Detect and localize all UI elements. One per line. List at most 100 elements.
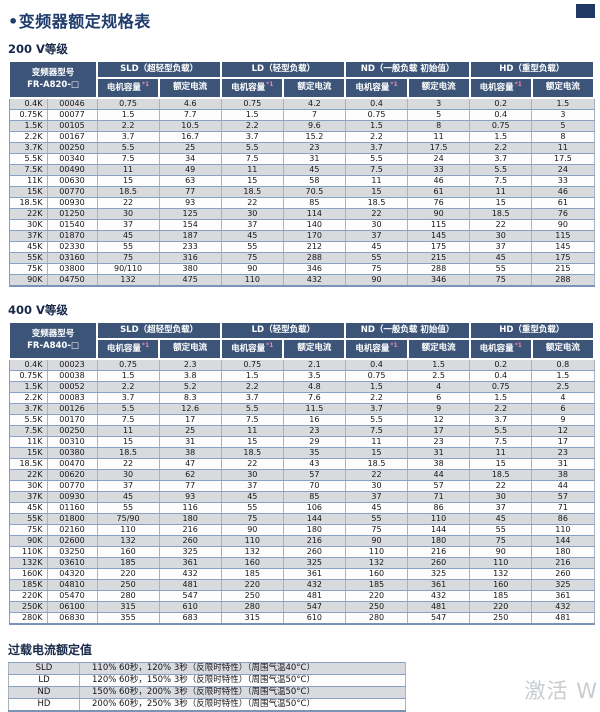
table-cell: 233 — [158, 241, 222, 253]
table-cell: 45 — [96, 491, 160, 503]
table-cell: 110 — [96, 524, 160, 536]
table-cell: 22K — [8, 208, 48, 220]
table-cell: 15 — [220, 175, 284, 187]
table-cell: 00470 — [46, 458, 98, 470]
table-cell: 22 — [344, 469, 409, 481]
table-cell: 46 — [407, 175, 471, 187]
table-cell: 288 — [282, 252, 346, 264]
table-cell: 30 — [344, 219, 409, 231]
table-cell: 45 — [220, 230, 284, 242]
table-cell: 3 — [531, 109, 595, 121]
table-cell: 03610 — [46, 557, 98, 569]
table-cell: 71 — [407, 491, 471, 503]
table-cell: 132 — [96, 535, 160, 547]
table-row: SLD 110% 60秒，120% 3秒（反限时特性）（周围气温40°C） — [8, 662, 406, 675]
table-row: 160K 04320 220 432 185 361 160 325 132 260 — [8, 568, 595, 580]
table-row: 280K 06830 355 683 315 610 280 547 250 481 — [8, 612, 595, 625]
table-cell: 380 — [158, 263, 222, 275]
table-cell: 200% 60秒，250% 3秒（反限时特性）（周围气温50°C） — [79, 698, 406, 712]
col-header-capacity: 电机容量*1 — [220, 338, 285, 360]
table-row: 15K 00380 18.5 38 18.5 35 15 31 11 23 — [8, 447, 595, 459]
table-cell: 280K — [8, 612, 48, 625]
table-cell: 8 — [531, 131, 595, 143]
table-cell: 3.7 — [344, 142, 409, 154]
table-cell: 3.5 — [282, 370, 346, 382]
table-cell: 3.7 — [220, 392, 284, 404]
table-cell: 45 — [344, 502, 409, 514]
table-cell: 5.5K — [8, 414, 48, 426]
table-cell: 45 — [96, 230, 160, 242]
table-cell: 76 — [407, 197, 471, 209]
group-header-nd: ND（一般负载 初始值） — [344, 60, 471, 79]
table-cell: 120% 60秒，150% 3秒（反限时特性）（周围气温50°C） — [79, 674, 406, 687]
table-cell: 3.7 — [469, 153, 533, 165]
table-cell: 18.5 — [96, 447, 160, 459]
table-cell: 5.5 — [220, 142, 284, 154]
table-cell: 8.3 — [158, 392, 222, 404]
table-cell: 1.5 — [220, 370, 284, 382]
table-cell: 45 — [469, 252, 533, 264]
table-cell: 90 — [220, 524, 284, 536]
table-cell: 44 — [531, 480, 595, 492]
table-cell: 1.5 — [220, 109, 284, 121]
table-cell: 86 — [407, 502, 471, 514]
table-cell: 90/110 — [96, 263, 160, 275]
table-cell: 00620 — [46, 469, 98, 481]
table-cell: 0.75 — [220, 97, 284, 110]
table-cell: 216 — [531, 557, 595, 569]
table-cell: 325 — [158, 546, 222, 558]
footnote-marker: *1 — [141, 81, 150, 89]
table-cell: 132 — [96, 274, 160, 287]
table-cell: 00930 — [46, 197, 98, 209]
table-cell: 44 — [407, 469, 471, 481]
table-cell: 4.2 — [282, 97, 346, 110]
table-cell: 75K — [8, 524, 48, 536]
model-header: 变频器型号 FR-A820-□ — [7, 60, 99, 99]
table-cell: 0.75 — [96, 358, 160, 371]
table-cell: 55 — [344, 513, 409, 525]
col-header-current: 额定电流 — [158, 338, 223, 360]
table-cell: 315 — [96, 601, 160, 613]
table-row: 7.5K 00490 11 49 11 45 7.5 33 5.5 24 — [8, 164, 595, 176]
table-cell: 17 — [407, 425, 471, 437]
table-row: 55K 03160 75 316 75 288 55 215 45 175 — [8, 252, 595, 264]
table-cell: 116 — [158, 502, 222, 514]
table-cell: 1.5K — [8, 120, 48, 132]
table-cell: 175 — [531, 252, 595, 264]
table-cell: 110K — [8, 546, 48, 558]
table-cell: 361 — [531, 590, 595, 602]
table-cell: 22 — [469, 219, 533, 231]
table-cell: 55K — [8, 513, 48, 525]
table-cell: 2.3 — [158, 358, 222, 371]
table-cell: 220 — [344, 590, 409, 602]
table-cell: 75K — [8, 263, 48, 275]
table-cell: 30 — [344, 480, 409, 492]
model-code: FR-A840-□ — [27, 340, 79, 351]
table-cell: 34 — [158, 153, 222, 165]
table-cell: 38 — [531, 469, 595, 481]
table-cell: 11K — [8, 175, 48, 187]
overload-table: SLD 110% 60秒，120% 3秒（反限时特性）（周围气温40°C） LD 12… — [8, 662, 406, 712]
table-cell: 00380 — [46, 447, 98, 459]
table-cell: 22 — [220, 458, 284, 470]
table-cell: 30 — [469, 230, 533, 242]
table-cell: 5.5 — [220, 403, 284, 415]
table-cell: 0.75 — [220, 358, 284, 371]
table-cell: 12 — [531, 425, 595, 437]
table-cell: 11 — [220, 425, 284, 437]
table-cell: 23 — [282, 425, 346, 437]
table-cell: 11 — [469, 186, 533, 198]
table-cell: 2.2 — [469, 142, 533, 154]
table-cell: 7.7 — [158, 109, 222, 121]
table-cell: 02330 — [46, 241, 98, 253]
table-cell: 22K — [8, 469, 48, 481]
table-cell: 3.7K — [8, 142, 48, 154]
section-heading-400v: 400 V等级 — [8, 303, 68, 317]
table-cell: 11 — [96, 425, 160, 437]
table-cell: 1.5K — [8, 381, 48, 393]
table-cell: 11K — [8, 436, 48, 448]
activate-windows-watermark: 激活 W — [524, 679, 598, 703]
table-cell: 24 — [531, 164, 595, 176]
table-cell: 315 — [220, 612, 284, 625]
table-cell: 150% 60秒，200% 3秒（反限时特性）（周围气温50°C） — [79, 686, 406, 699]
